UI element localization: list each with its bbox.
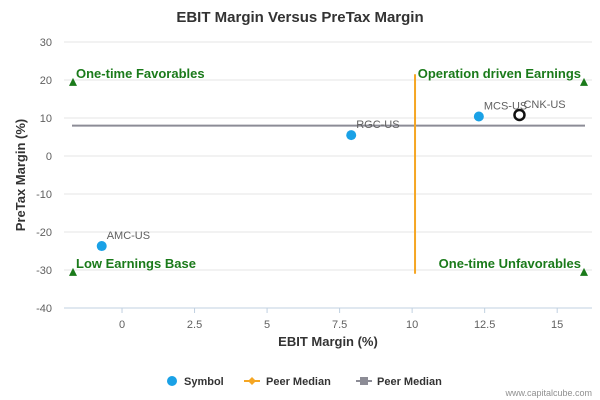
- quadrant-label-top-right: Operation driven Earnings: [418, 66, 581, 81]
- chart-title: EBIT Margin Versus PreTax Margin: [176, 9, 423, 26]
- quadrant-label-bottom-left: Low Earnings Base: [76, 256, 196, 271]
- credit-text: www.capitalcube.com: [504, 388, 592, 398]
- quadrant-marker-top-left: [69, 77, 77, 86]
- x-tick-label: 12.5: [474, 319, 495, 331]
- x-axis-title: EBIT Margin (%): [278, 334, 378, 349]
- legend-peer-median-y-marker: [360, 377, 368, 385]
- x-axis-ticks: 0 2.5 5 7.5 10 12.5 15: [64, 307, 592, 331]
- quadrant-label-top-left: One-time Favorables: [76, 66, 205, 81]
- legend-label-peer-median-y: Peer Median: [377, 376, 442, 388]
- y-tick-label: 0: [46, 151, 52, 163]
- point-label: AMC-US: [107, 230, 150, 242]
- point-label: MCS-US: [484, 100, 527, 112]
- data-point: [473, 111, 484, 122]
- y-tick-label: -10: [36, 189, 52, 201]
- legend-label-peer-median-x: Peer Median: [266, 376, 331, 388]
- y-tick-label: 20: [40, 75, 52, 87]
- x-tick-label: 2.5: [187, 319, 202, 331]
- quadrant-marker-bottom-right: [580, 267, 588, 276]
- x-tick-label: 0: [119, 319, 125, 331]
- legend: Symbol Peer Median Peer Median: [167, 376, 442, 388]
- legend-peer-median-x-marker: [248, 377, 256, 385]
- y-tick-label: -20: [36, 227, 52, 239]
- quadrant-marker-bottom-left: [69, 267, 77, 276]
- y-tick-label: -30: [36, 265, 52, 277]
- y-axis-title: PreTax Margin (%): [13, 119, 28, 231]
- data-point: [346, 130, 357, 141]
- y-tick-label: -40: [36, 303, 52, 315]
- legend-label-symbol: Symbol: [184, 376, 224, 388]
- y-tick-label: 30: [40, 37, 52, 49]
- y-tick-label: 10: [40, 113, 52, 125]
- x-tick-label: 5: [264, 319, 270, 331]
- peer-median-lines: [72, 74, 585, 274]
- quadrant-labels: One-time Favorables Operation driven Earn…: [69, 66, 588, 276]
- x-tick-label: 10: [406, 319, 418, 331]
- x-tick-label: 15: [551, 319, 563, 331]
- y-axis-ticks: 30 20 10 0 -10 -20 -30 -40: [36, 37, 52, 315]
- quadrant-marker-top-right: [580, 77, 588, 86]
- highlight-point-label: CNK-US: [523, 99, 565, 111]
- legend-symbol-marker: [167, 376, 177, 386]
- x-tick-label: 7.5: [332, 319, 347, 331]
- highlight-point: [513, 108, 526, 122]
- point-label: RGC-US: [356, 119, 399, 131]
- grid-lines: [64, 41, 592, 309]
- data-point: [96, 241, 107, 252]
- quadrant-label-bottom-right: One-time Unfavorables: [439, 256, 581, 271]
